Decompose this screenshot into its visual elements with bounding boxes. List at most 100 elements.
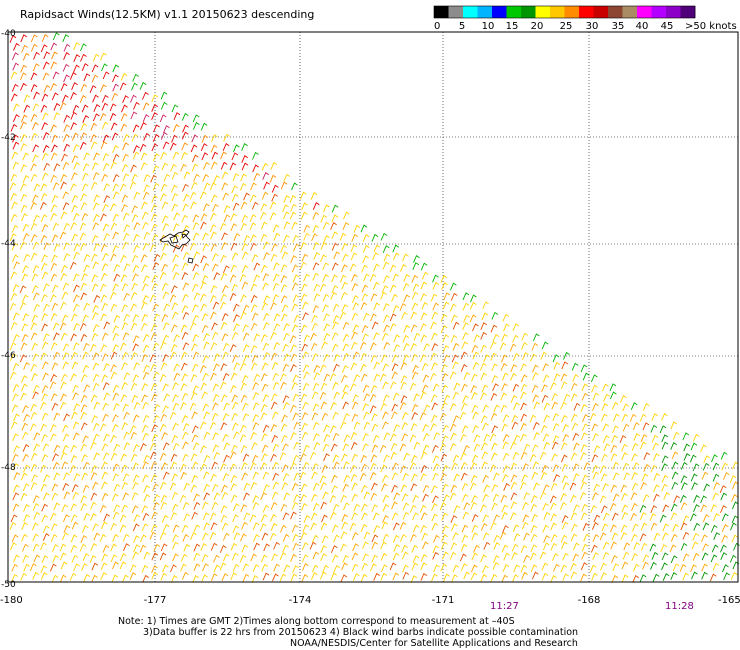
wind-barb bbox=[42, 132, 50, 140]
wind-barb bbox=[142, 574, 149, 583]
wind-barb bbox=[441, 373, 449, 381]
wind-barb bbox=[341, 391, 349, 400]
wind-barb bbox=[71, 521, 79, 530]
wind-barb bbox=[50, 393, 58, 401]
wind-barb bbox=[322, 304, 329, 313]
wind-barb bbox=[632, 575, 639, 583]
wind-barb bbox=[392, 572, 400, 581]
wind-barb bbox=[200, 382, 208, 391]
wind-barb bbox=[22, 152, 30, 161]
wind-barb bbox=[223, 214, 231, 223]
wind-barb bbox=[212, 363, 220, 372]
wind-barb bbox=[170, 324, 178, 333]
wind-barb bbox=[10, 192, 17, 201]
wind-barb bbox=[510, 474, 518, 483]
wind-barb bbox=[239, 554, 247, 563]
wind-barb bbox=[642, 561, 649, 570]
wind-barb bbox=[642, 403, 650, 411]
wind-barb bbox=[10, 353, 17, 361]
wind-barb bbox=[160, 183, 168, 192]
wind-barb bbox=[602, 512, 610, 521]
wind-barb bbox=[63, 143, 71, 152]
wind-barb bbox=[151, 571, 158, 580]
wind-barb bbox=[420, 262, 428, 271]
wind-barb bbox=[133, 514, 141, 523]
wind-barb bbox=[283, 234, 290, 243]
wind-barb bbox=[159, 193, 167, 202]
wind-barb bbox=[313, 252, 321, 260]
wind-barb bbox=[321, 514, 328, 523]
wind-barb bbox=[143, 231, 151, 240]
wind-barb bbox=[363, 491, 371, 500]
wind-barb bbox=[370, 563, 377, 572]
note-line-1: Note: 1) Times are GMT 2)Times along bot… bbox=[118, 616, 515, 627]
wind-barb bbox=[479, 504, 487, 513]
wind-barb bbox=[420, 281, 428, 290]
wind-barb bbox=[242, 304, 250, 313]
wind-barb bbox=[112, 74, 119, 83]
wind-barb bbox=[239, 274, 247, 282]
wind-barb bbox=[220, 293, 227, 302]
wind-barb bbox=[153, 494, 160, 503]
wind-barb bbox=[50, 61, 58, 70]
wind-barb bbox=[203, 333, 210, 341]
wind-barb bbox=[289, 404, 297, 413]
wind-barb bbox=[409, 434, 417, 443]
wind-barb bbox=[113, 403, 120, 411]
wind-barb bbox=[700, 534, 708, 543]
wind-barb bbox=[360, 363, 367, 372]
wind-barb bbox=[710, 504, 718, 513]
wind-barb bbox=[593, 483, 600, 492]
wind-barb bbox=[31, 342, 39, 351]
wind-barb bbox=[612, 563, 620, 572]
wind-barb bbox=[370, 354, 378, 363]
wind-barb bbox=[413, 393, 420, 402]
wind-barb bbox=[101, 461, 108, 470]
wind-barb bbox=[409, 504, 417, 513]
wind-barb bbox=[531, 384, 539, 393]
wind-barb bbox=[11, 151, 19, 160]
wind-barb bbox=[471, 552, 479, 561]
wind-barb bbox=[501, 372, 509, 381]
wind-barb bbox=[141, 523, 149, 532]
wind-barb bbox=[160, 494, 168, 503]
wind-barb bbox=[462, 292, 470, 301]
wind-barb bbox=[169, 142, 177, 151]
wind-barb bbox=[40, 572, 48, 580]
wind-barb bbox=[80, 404, 88, 413]
wind-barb bbox=[393, 544, 401, 552]
wind-barb bbox=[343, 434, 351, 443]
wind-barb bbox=[92, 362, 100, 371]
wind-barb bbox=[172, 442, 180, 451]
wind-barb bbox=[353, 421, 361, 430]
wind-barb bbox=[611, 532, 619, 541]
wind-barb bbox=[680, 522, 688, 531]
wind-barb bbox=[153, 313, 161, 322]
wind-barb bbox=[163, 125, 170, 133]
wind-barb bbox=[122, 173, 130, 182]
wind-barb bbox=[151, 112, 158, 120]
wind-barb bbox=[602, 435, 610, 443]
wind-barb bbox=[311, 471, 318, 480]
wind-barb bbox=[41, 385, 49, 393]
wind-barb bbox=[10, 292, 18, 301]
wind-barb bbox=[250, 553, 257, 562]
wind-barb bbox=[20, 392, 27, 401]
wind-barb bbox=[300, 494, 307, 503]
wind-barb bbox=[520, 422, 527, 431]
wind-barb bbox=[393, 344, 401, 352]
wind-barb bbox=[170, 461, 178, 470]
wind-barb bbox=[131, 282, 138, 291]
wind-barb bbox=[240, 222, 248, 231]
wind-barb bbox=[163, 303, 170, 312]
wind-barb bbox=[670, 442, 677, 450]
wind-barb bbox=[292, 294, 300, 303]
wind-barb bbox=[172, 402, 180, 411]
wind-barb bbox=[40, 193, 48, 201]
wind-barb bbox=[440, 313, 448, 322]
wind-barb bbox=[23, 514, 30, 522]
wind-barb bbox=[31, 314, 39, 323]
wind-barb bbox=[661, 562, 668, 571]
wind-barb bbox=[132, 414, 140, 423]
wind-barb bbox=[233, 362, 241, 371]
